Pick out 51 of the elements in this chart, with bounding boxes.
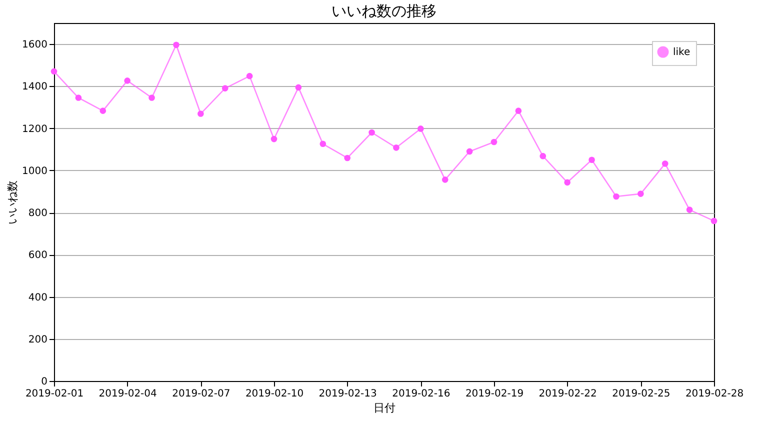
- point: [418, 126, 424, 132]
- x-tick-label: 2019-02-01: [25, 388, 84, 400]
- point: [173, 42, 180, 48]
- x-tick-label: 2019-02-28: [685, 388, 744, 400]
- y-axis-title: いいね数: [6, 180, 20, 224]
- y-tick-label: 1200: [22, 124, 48, 135]
- x-tick-label: 2019-02-13: [318, 388, 377, 400]
- legend-label: like: [673, 47, 690, 58]
- point: [50, 68, 58, 75]
- point: [662, 160, 668, 167]
- point: [466, 148, 473, 155]
- point: [490, 138, 498, 146]
- x-axis-title: 日付: [374, 402, 396, 414]
- point: [442, 176, 448, 183]
- chart-title: いいね数の推移: [332, 2, 436, 20]
- x-tick-label: 2019-02-16: [392, 388, 450, 400]
- point: [124, 78, 130, 84]
- point: [613, 193, 620, 200]
- y-tick-label: 1400: [22, 82, 48, 93]
- y-tick-label: 1000: [22, 166, 48, 177]
- y-tick-label: 200: [28, 334, 48, 346]
- point: [320, 140, 326, 148]
- point: [344, 154, 350, 162]
- point: [246, 72, 253, 80]
- point: [100, 108, 106, 114]
- x-tick-label: 2019-02-25: [612, 388, 670, 400]
- x-tick-label: 2019-02-19: [465, 388, 524, 400]
- point: [368, 129, 375, 136]
- y-tick-label: 0: [41, 376, 48, 388]
- point: [710, 218, 718, 224]
- x-tick-label: 2019-02-04: [98, 388, 157, 400]
- point: [588, 156, 595, 164]
- point: [393, 144, 400, 151]
- point: [198, 110, 204, 117]
- point: [515, 108, 522, 114]
- point: [270, 136, 278, 142]
- x-tick-label: 2019-02-22: [538, 388, 597, 400]
- y-tick-label: 1600: [22, 40, 48, 51]
- point: [148, 94, 155, 101]
- x-tick-label: 2019-02-07: [172, 388, 230, 400]
- point: [540, 152, 546, 160]
- point: [638, 190, 644, 197]
- y-tick-label: 800: [28, 208, 48, 220]
- point: [222, 85, 228, 92]
- point: [295, 84, 302, 91]
- y-tick-label: 600: [28, 250, 48, 262]
- point: [564, 179, 570, 186]
- x-tick-label: 2019-02-10: [245, 388, 304, 400]
- point: [686, 206, 693, 213]
- point: [75, 94, 82, 101]
- y-tick-label: 400: [28, 292, 48, 304]
